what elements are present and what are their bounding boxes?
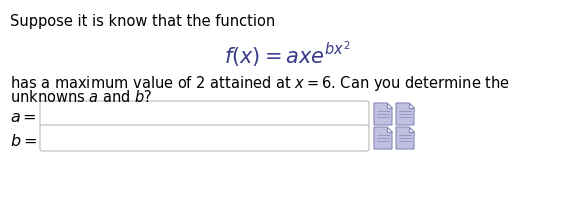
Polygon shape — [374, 127, 392, 149]
Text: $a =$: $a =$ — [10, 109, 37, 126]
Polygon shape — [387, 127, 392, 132]
Polygon shape — [387, 103, 392, 108]
Text: $f(x) = axe^{bx^{2}}$: $f(x) = axe^{bx^{2}}$ — [224, 40, 350, 69]
Text: Suppose it is know that the function: Suppose it is know that the function — [10, 14, 275, 29]
Polygon shape — [409, 103, 414, 108]
Text: has a maximum value of 2 attained at $x = 6$. Can you determine the: has a maximum value of 2 attained at $x … — [10, 74, 510, 93]
Polygon shape — [396, 103, 414, 125]
Text: $b =$: $b =$ — [10, 133, 37, 150]
Polygon shape — [409, 127, 414, 132]
FancyBboxPatch shape — [40, 101, 369, 127]
FancyBboxPatch shape — [40, 125, 369, 151]
Polygon shape — [396, 127, 414, 149]
Text: unknowns $a$ and $b$?: unknowns $a$ and $b$? — [10, 89, 152, 105]
Polygon shape — [374, 103, 392, 125]
